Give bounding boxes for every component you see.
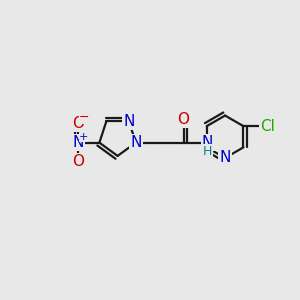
Text: N: N <box>202 135 213 150</box>
Text: N: N <box>219 150 231 165</box>
Text: O: O <box>72 116 84 131</box>
Text: N: N <box>123 114 134 129</box>
Text: −: − <box>79 111 89 124</box>
Text: Cl: Cl <box>260 118 275 134</box>
Text: O: O <box>72 154 84 169</box>
Text: O: O <box>178 112 190 127</box>
Text: N: N <box>73 135 84 150</box>
Text: N: N <box>130 135 142 150</box>
Text: +: + <box>79 132 88 142</box>
Text: H: H <box>203 145 212 158</box>
